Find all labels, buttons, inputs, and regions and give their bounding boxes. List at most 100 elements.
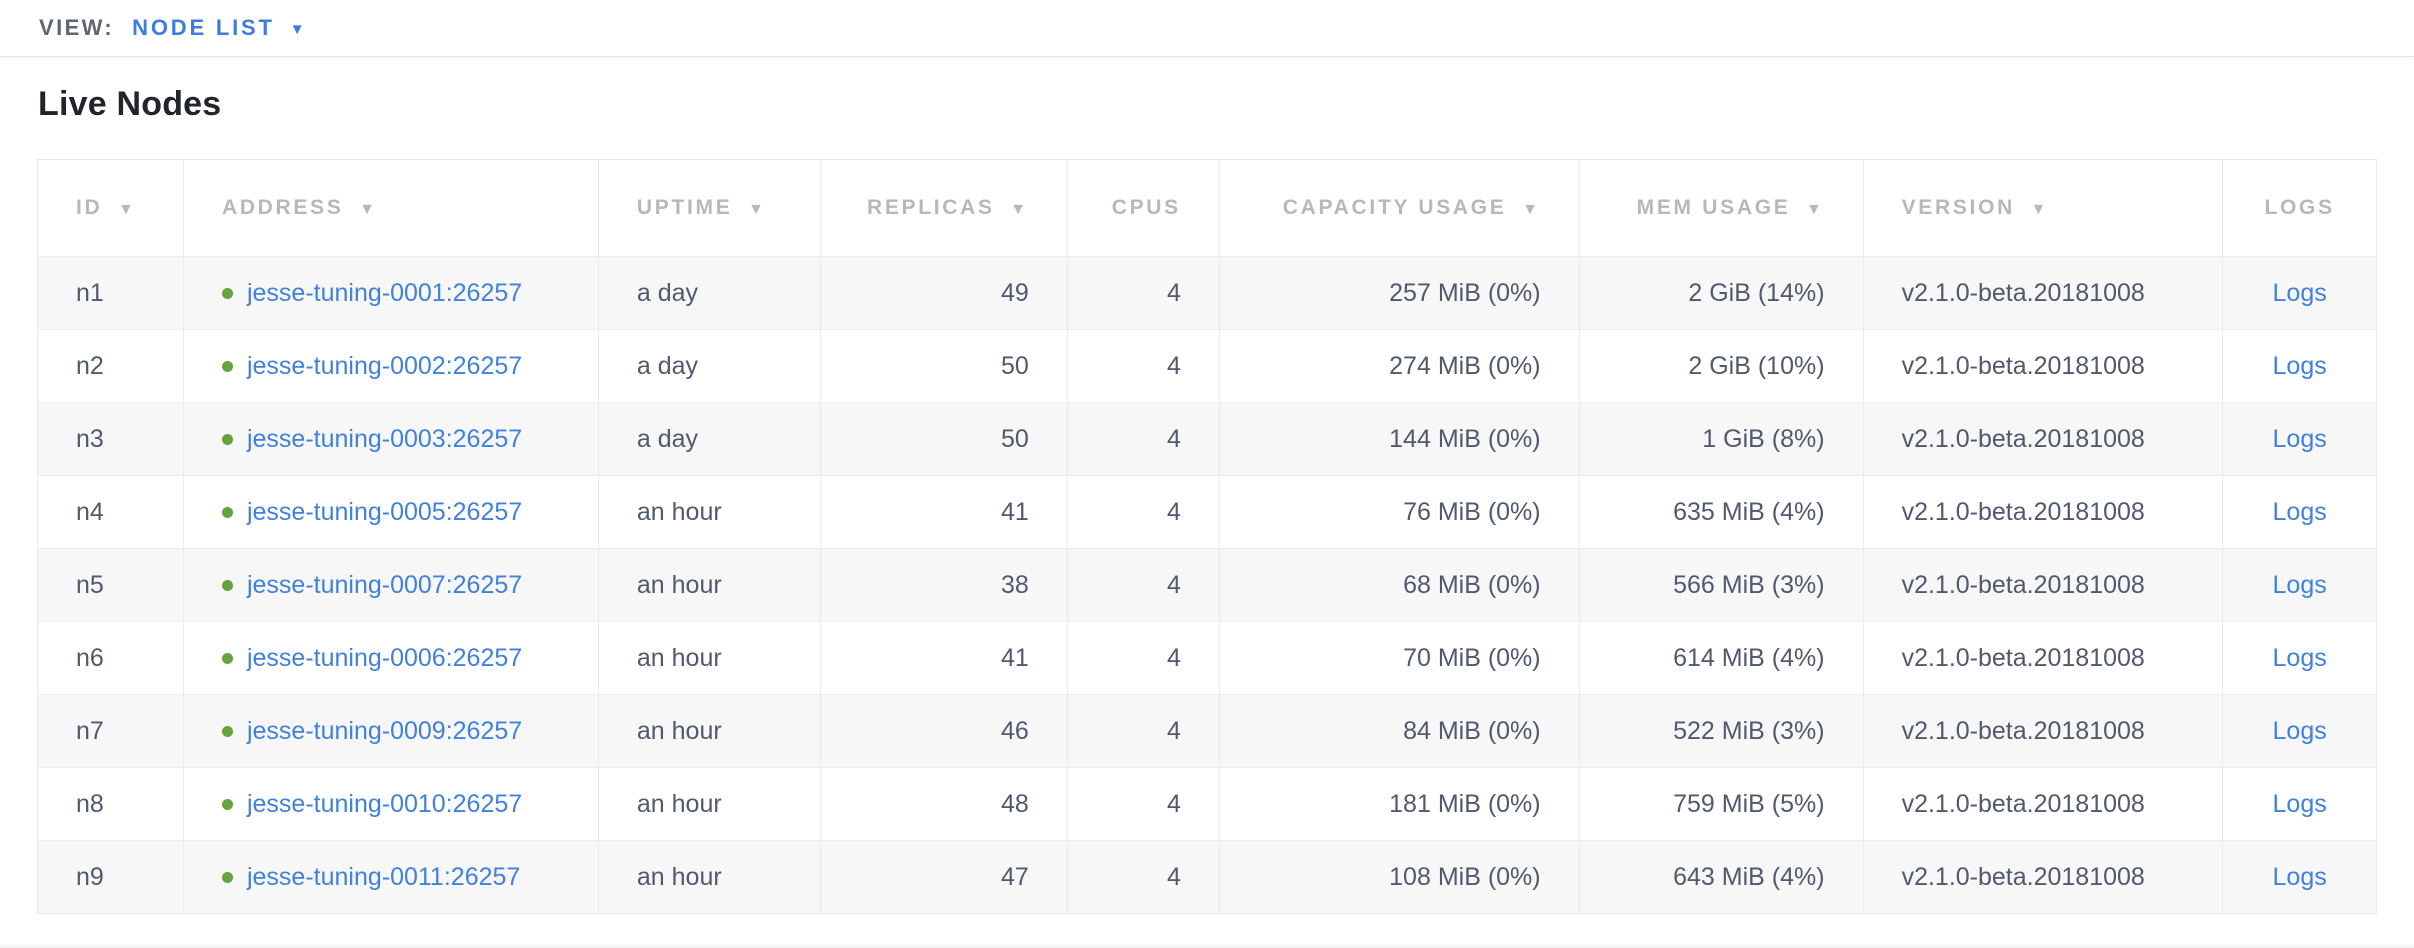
sort-desc-icon: ▼ (1522, 201, 1541, 218)
view-dropdown-value: NODE LIST (132, 15, 275, 40)
node-capacity-usage-cell: 84 MiB (0%) (1219, 694, 1580, 768)
node-logs-link[interactable]: Logs (2272, 351, 2327, 380)
node-address-link[interactable]: jesse-tuning-0010:26257 (246, 789, 523, 818)
node-mem-usage-cell: 1 GiB (8%) (1579, 402, 1864, 476)
page-title: Live Nodes (38, 85, 222, 123)
node-address-link[interactable]: jesse-tuning-0003:26257 (246, 424, 523, 453)
node-logs-cell: Logs (2222, 621, 2377, 695)
node-replicas-cell: 50 (820, 329, 1068, 403)
node-uptime-cell: an hour (598, 548, 821, 622)
node-logs-link[interactable]: Logs (2272, 570, 2327, 599)
main-content: Live Nodes ID ▼ ADDRESS ▼ UPTIME ▼ (0, 85, 2414, 914)
column-header-capacity-usage[interactable]: CAPACITY USAGE ▼ (1219, 159, 1580, 257)
table-row: n7 jesse-tuning-0009:26257 an hour 46 4 … (37, 694, 2377, 768)
node-logs-cell: Logs (2222, 548, 2377, 622)
column-header-label: ID (76, 196, 103, 219)
node-live-status-icon (221, 360, 233, 372)
column-header-address[interactable]: ADDRESS ▼ (183, 159, 599, 257)
node-version-cell: v2.1.0-beta.20181008 (1863, 548, 2224, 622)
node-version-cell: v2.1.0-beta.20181008 (1863, 767, 2224, 841)
node-address-link[interactable]: jesse-tuning-0011:26257 (246, 862, 521, 891)
table-row: n4 jesse-tuning-0005:26257 an hour 41 4 … (37, 475, 2377, 549)
node-id-cell: n8 (37, 767, 184, 841)
sort-desc-icon: ▼ (359, 201, 378, 218)
node-address-cell: jesse-tuning-0010:26257 (183, 767, 599, 841)
node-id-cell: n4 (37, 475, 184, 549)
node-address-cell: jesse-tuning-0003:26257 (183, 402, 599, 476)
node-address-cell: jesse-tuning-0001:26257 (183, 256, 599, 330)
view-dropdown[interactable]: NODE LIST ▼ (132, 15, 304, 41)
node-replicas-cell: 41 (820, 621, 1068, 695)
node-cpus-cell: 4 (1067, 694, 1220, 768)
table-row: n5 jesse-tuning-0007:26257 an hour 38 4 … (37, 548, 2377, 622)
column-header-uptime[interactable]: UPTIME ▼ (598, 159, 821, 257)
node-address-link[interactable]: jesse-tuning-0009:26257 (246, 716, 523, 745)
node-logs-link[interactable]: Logs (2272, 643, 2327, 672)
node-capacity-usage-cell: 68 MiB (0%) (1219, 548, 1580, 622)
column-header-id[interactable]: ID ▼ (37, 159, 184, 257)
dropdown-caret-icon: ▼ (289, 20, 305, 38)
sort-desc-icon: ▼ (1010, 201, 1029, 218)
column-header-label: ADDRESS (221, 196, 344, 219)
node-cpus-cell: 4 (1067, 475, 1220, 549)
node-cpus-cell: 4 (1067, 548, 1220, 622)
column-header-mem-usage[interactable]: MEM USAGE ▼ (1579, 159, 1864, 257)
node-mem-usage-cell: 643 MiB (4%) (1579, 840, 1864, 914)
node-live-status-icon (221, 798, 233, 810)
column-header-logs: LOGS (2222, 159, 2377, 257)
node-uptime-cell: an hour (598, 621, 821, 695)
node-logs-link[interactable]: Logs (2272, 278, 2327, 307)
node-mem-usage-cell: 635 MiB (4%) (1579, 475, 1864, 549)
node-id-cell: n7 (37, 694, 184, 768)
column-header-replicas[interactable]: REPLICAS ▼ (820, 159, 1068, 257)
column-header-label: CPUS (1111, 196, 1181, 219)
node-live-status-icon (221, 579, 233, 591)
node-id-cell: n2 (37, 329, 184, 403)
table-row: n8 jesse-tuning-0010:26257 an hour 48 4 … (37, 767, 2377, 841)
node-capacity-usage-cell: 257 MiB (0%) (1219, 256, 1580, 330)
node-uptime-cell: an hour (598, 475, 821, 549)
node-capacity-usage-cell: 144 MiB (0%) (1219, 402, 1580, 476)
node-capacity-usage-cell: 274 MiB (0%) (1219, 329, 1580, 403)
node-address-link[interactable]: jesse-tuning-0002:26257 (246, 351, 523, 380)
sort-desc-icon: ▼ (747, 201, 767, 218)
node-cpus-cell: 4 (1067, 767, 1220, 841)
node-version-cell: v2.1.0-beta.20181008 (1863, 402, 2224, 476)
node-id-cell: n1 (37, 256, 184, 330)
column-header-label: UPTIME (636, 196, 733, 219)
bottom-shadow (0, 943, 2414, 948)
table-row: n6 jesse-tuning-0006:26257 an hour 41 4 … (37, 621, 2377, 695)
node-mem-usage-cell: 614 MiB (4%) (1579, 621, 1864, 695)
node-replicas-cell: 49 (820, 256, 1068, 330)
node-logs-link[interactable]: Logs (2272, 862, 2327, 891)
node-logs-link[interactable]: Logs (2272, 716, 2327, 745)
column-header-label: VERSION (1901, 196, 2015, 219)
node-address-link[interactable]: jesse-tuning-0007:26257 (246, 570, 523, 599)
table-body: n1 jesse-tuning-0001:26257 a day 49 4 25… (37, 256, 2377, 914)
node-mem-usage-cell: 2 GiB (10%) (1579, 329, 1864, 403)
node-logs-cell: Logs (2222, 402, 2377, 476)
node-cpus-cell: 4 (1067, 256, 1220, 330)
node-logs-cell: Logs (2222, 840, 2377, 914)
node-logs-link[interactable]: Logs (2272, 424, 2327, 453)
node-address-link[interactable]: jesse-tuning-0006:26257 (246, 643, 523, 672)
node-logs-link[interactable]: Logs (2272, 497, 2327, 526)
live-nodes-table: ID ▼ ADDRESS ▼ UPTIME ▼ REPLICAS ▼ CPUS (37, 159, 2377, 914)
node-address-cell: jesse-tuning-0011:26257 (183, 840, 599, 914)
table-row: n3 jesse-tuning-0003:26257 a day 50 4 14… (37, 402, 2377, 476)
view-label: VIEW: (39, 15, 115, 40)
node-logs-cell: Logs (2222, 694, 2377, 768)
node-version-cell: v2.1.0-beta.20181008 (1863, 621, 2224, 695)
column-header-version[interactable]: VERSION ▼ (1863, 159, 2224, 257)
node-version-cell: v2.1.0-beta.20181008 (1863, 694, 2224, 768)
node-mem-usage-cell: 566 MiB (3%) (1579, 548, 1864, 622)
sort-desc-icon: ▼ (2030, 201, 2050, 218)
node-mem-usage-cell: 522 MiB (3%) (1579, 694, 1864, 768)
node-logs-link[interactable]: Logs (2272, 789, 2327, 818)
node-replicas-cell: 50 (820, 402, 1068, 476)
node-address-link[interactable]: jesse-tuning-0005:26257 (246, 497, 523, 526)
node-cpus-cell: 4 (1067, 402, 1220, 476)
node-live-status-icon (221, 725, 233, 737)
node-logs-cell: Logs (2222, 256, 2377, 330)
node-address-link[interactable]: jesse-tuning-0001:26257 (246, 278, 523, 307)
